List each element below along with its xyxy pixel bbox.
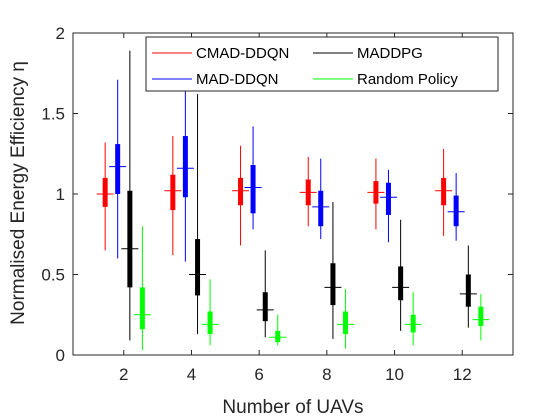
box-iqr: [115, 144, 121, 194]
series-cmad-ddqn: [96, 136, 453, 256]
box-iqr: [342, 311, 348, 335]
series-random-policy: [133, 226, 490, 351]
box-iqr: [207, 311, 213, 335]
box-iqr: [195, 239, 201, 296]
legend-entry: MAD-DDQN: [196, 71, 279, 88]
x-tick-label: 2: [119, 365, 128, 384]
x-tick-label: 4: [187, 365, 196, 384]
x-tick-label: 6: [254, 365, 263, 384]
box-iqr: [275, 330, 281, 343]
box-iqr: [318, 190, 324, 227]
box-iqr: [330, 263, 336, 306]
x-tick-label: 8: [322, 365, 331, 384]
y-tick-label: 1: [56, 185, 65, 204]
x-axis-label: Number of UAVs: [222, 397, 363, 418]
box-iqr: [410, 314, 416, 333]
legend: CMAD-DDQN MAD-DDQN MADDPG Random Policy: [145, 36, 499, 92]
x-tick-label: 10: [385, 365, 404, 384]
box-iqr: [127, 190, 133, 288]
x-tick-label: 12: [453, 365, 472, 384]
box-iqr: [262, 292, 268, 322]
legend-entry: Random Policy: [357, 71, 458, 88]
box-iqr: [139, 287, 145, 330]
y-tick-label: 1.5: [41, 105, 65, 124]
box-iqr: [170, 174, 176, 211]
series-mad-ddqn: [109, 79, 465, 262]
box-iqr: [465, 274, 471, 307]
legend-entry: CMAD-DDQN: [196, 45, 289, 62]
box-iqr: [478, 306, 484, 327]
legend-box: [145, 36, 499, 92]
y-tick-label: 0: [56, 346, 65, 365]
box-iqr: [238, 177, 244, 206]
y-axis-label: Normalised Energy Efficiency η: [8, 61, 29, 325]
box-iqr: [441, 177, 447, 206]
y-tick-label: 2: [56, 24, 65, 43]
y-tick-label: 0.5: [41, 266, 65, 285]
box-iqr: [385, 182, 391, 215]
legend-entry: MADDPG: [357, 45, 423, 62]
box-iqr: [182, 136, 188, 198]
box-iqr: [398, 266, 404, 301]
series-maddpg: [121, 50, 477, 341]
box-iqr: [250, 165, 256, 214]
box-iqr: [102, 177, 108, 207]
box-iqr: [453, 195, 459, 227]
box-marks: [96, 50, 490, 351]
tick-labels: 2 4 6 8 10 12 0 0.5 1 1.5 2: [41, 24, 471, 384]
